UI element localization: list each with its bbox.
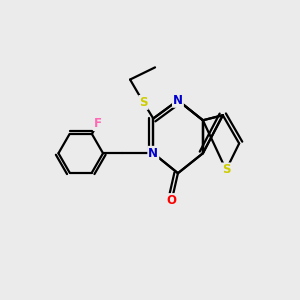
Text: N: N xyxy=(173,94,183,107)
Text: S: S xyxy=(222,164,230,176)
Text: S: S xyxy=(139,96,148,109)
Text: F: F xyxy=(94,117,102,130)
Text: O: O xyxy=(167,194,177,207)
Text: N: N xyxy=(148,147,158,160)
